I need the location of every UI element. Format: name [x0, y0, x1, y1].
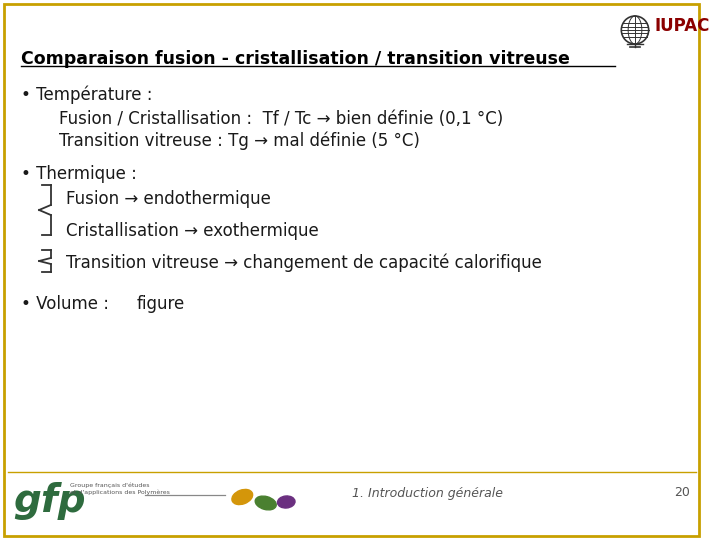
Text: Transition vitreuse : Tg → mal définie (5 °C): Transition vitreuse : Tg → mal définie (…	[58, 132, 420, 151]
Text: • Température :: • Température :	[22, 85, 153, 104]
Text: Fusion / Cristallisation :  Tf / Tc → bien définie (0,1 °C): Fusion / Cristallisation : Tf / Tc → bie…	[58, 110, 503, 128]
Text: • Volume :: • Volume :	[22, 295, 109, 313]
Text: figure: figure	[137, 295, 185, 313]
Ellipse shape	[277, 496, 295, 508]
Text: gfp: gfp	[14, 482, 86, 520]
Text: IUPAC: IUPAC	[654, 17, 710, 35]
FancyBboxPatch shape	[4, 4, 699, 536]
Text: 20: 20	[674, 487, 690, 500]
Ellipse shape	[232, 489, 253, 504]
Text: Cristallisation → exothermique: Cristallisation → exothermique	[66, 222, 319, 240]
Text: Comparaison fusion - cristallisation / transition vitreuse: Comparaison fusion - cristallisation / t…	[22, 50, 570, 68]
Text: • Thermique :: • Thermique :	[22, 165, 138, 183]
Text: Groupe français d'études
et d'applications des Polymères: Groupe français d'études et d'applicatio…	[71, 483, 170, 495]
Text: 1. Introduction générale: 1. Introduction générale	[351, 487, 503, 500]
Ellipse shape	[255, 496, 276, 510]
Text: Transition vitreuse → changement de capacité calorifique: Transition vitreuse → changement de capa…	[66, 253, 542, 272]
Text: Fusion → endothermique: Fusion → endothermique	[66, 190, 271, 208]
